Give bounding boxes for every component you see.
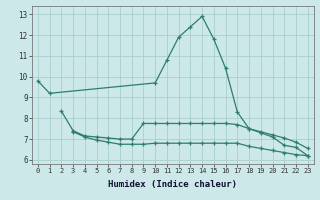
X-axis label: Humidex (Indice chaleur): Humidex (Indice chaleur) [108,180,237,189]
